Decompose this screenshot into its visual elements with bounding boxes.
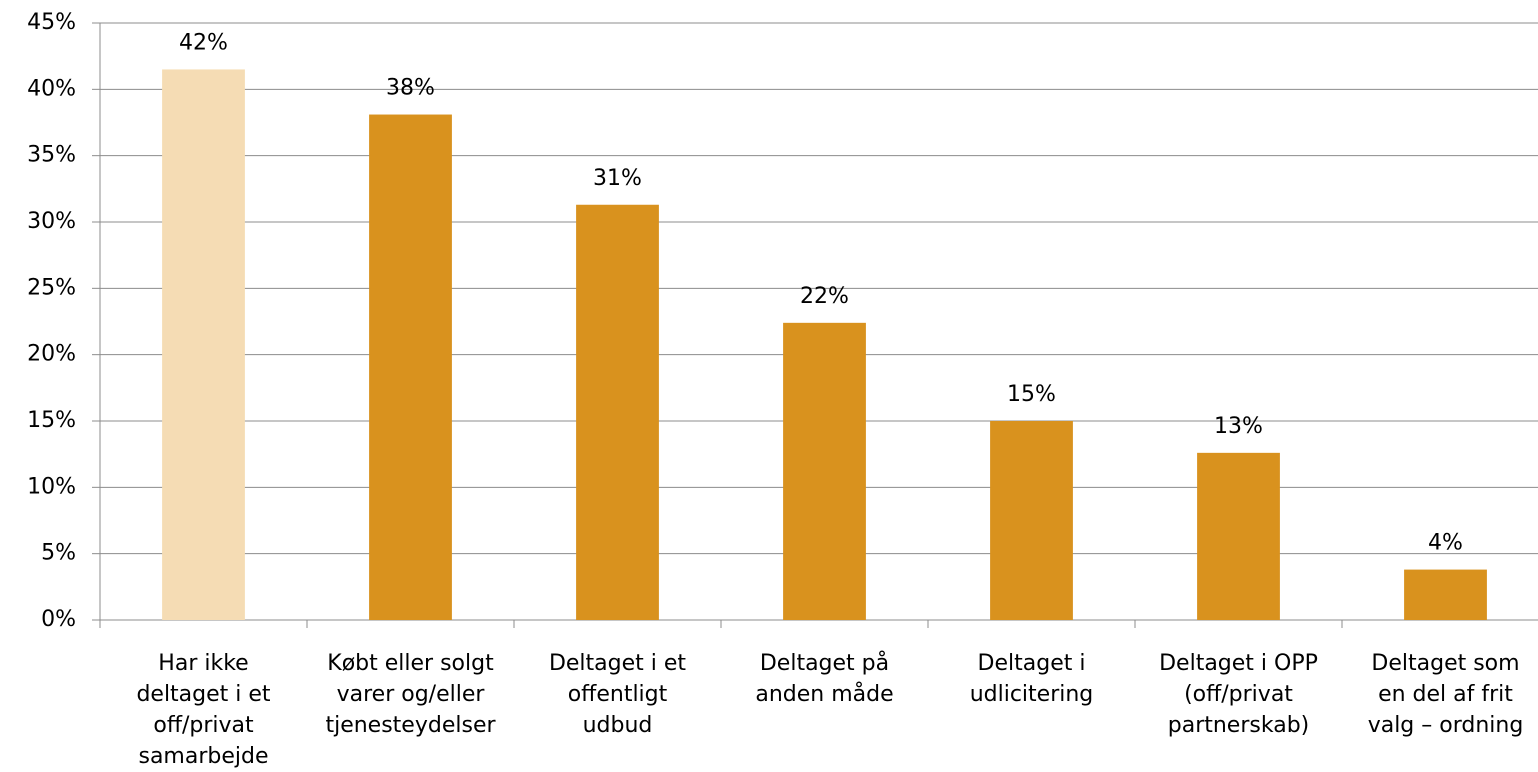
x-tick-label: Deltaget som en del af frit valg – ordni…: [1367, 651, 1524, 738]
bar: [783, 322, 866, 620]
value-label: 42%: [179, 30, 228, 55]
value-label: 15%: [1007, 382, 1056, 407]
y-tick-label: 25%: [27, 275, 76, 300]
x-tick-label: Deltaget i et offentligt udbud: [548, 651, 687, 738]
y-tick-label: 10%: [27, 474, 76, 499]
y-tick-label: 5%: [41, 541, 76, 566]
y-tick-label: 35%: [27, 143, 76, 168]
y-tick-label: 20%: [27, 342, 76, 367]
bar: [162, 69, 245, 620]
x-tick-label: Købt eller solgt varer og/eller tjeneste…: [325, 651, 496, 738]
y-tick-label: 40%: [27, 76, 76, 101]
bar: [990, 421, 1073, 620]
value-label: 38%: [386, 76, 435, 101]
y-tick-label: 30%: [27, 209, 76, 234]
x-tick-label: Deltaget på anden måde: [755, 651, 894, 707]
x-tick-label: Deltaget i udlicitering: [969, 651, 1094, 707]
bar: [369, 114, 452, 620]
y-tick-label: 15%: [27, 408, 76, 433]
bar: [1404, 569, 1487, 620]
value-label: 13%: [1214, 414, 1263, 439]
value-label: 4%: [1428, 531, 1463, 556]
x-tick-label: Har ikke deltaget i et off/privat samarb…: [136, 651, 271, 769]
value-label: 31%: [593, 166, 642, 191]
y-tick-label: 45%: [27, 10, 76, 35]
x-tick-label: Deltaget i OPP (off/privat partnerskab): [1159, 651, 1318, 738]
bar: [576, 204, 659, 620]
y-tick-label: 0%: [41, 607, 76, 632]
value-label: 22%: [800, 284, 849, 309]
bar: [1197, 452, 1280, 620]
